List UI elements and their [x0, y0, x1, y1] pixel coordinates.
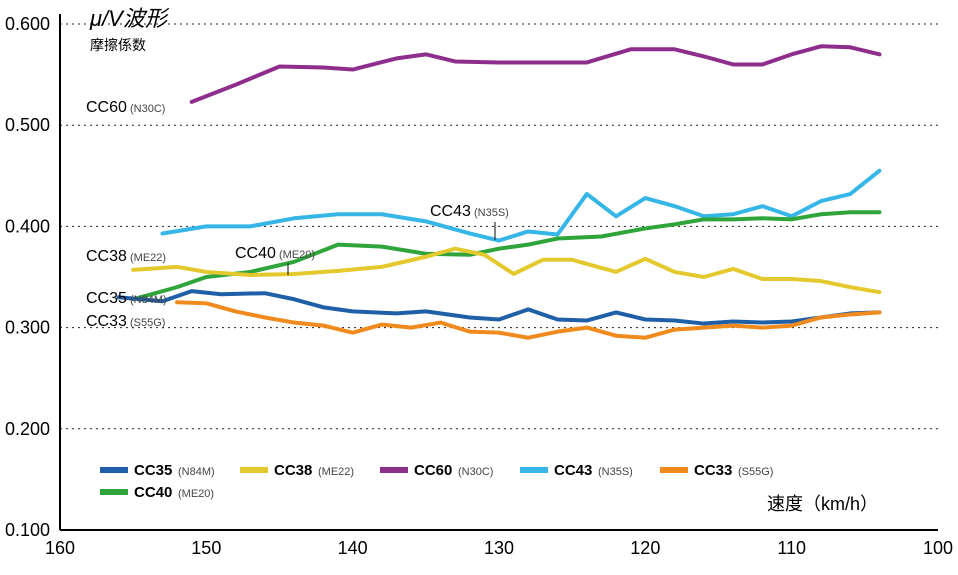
- series-label-CC33: CC33(S55G): [86, 313, 165, 330]
- legend-item-CC43: CC43 (N35S): [520, 462, 633, 479]
- svg-text:(ME22): (ME22): [130, 252, 166, 264]
- y-tick-label: 0.400: [5, 216, 50, 236]
- svg-text:(ME20): (ME20): [279, 249, 315, 261]
- svg-text:CC38: CC38: [274, 462, 312, 479]
- svg-text:CC33: CC33: [86, 313, 127, 330]
- svg-text:CC43: CC43: [554, 462, 592, 479]
- x-tick-label: 100: [923, 538, 953, 558]
- chart-title: μ/V波形: [89, 6, 170, 31]
- legend-item-CC38: CC38 (ME22): [240, 462, 354, 479]
- x-tick-label: 120: [630, 538, 660, 558]
- svg-text:(S55G): (S55G): [130, 317, 165, 329]
- chart-subtitle: 摩擦係数: [90, 37, 146, 53]
- svg-text:CC43: CC43: [430, 203, 471, 220]
- legend-item-CC35: CC35 (N84M): [100, 462, 215, 479]
- x-tick-label: 160: [45, 538, 75, 558]
- x-tick-label: 150: [191, 538, 221, 558]
- y-tick-label: 0.200: [5, 419, 50, 439]
- series-CC43: [162, 171, 879, 241]
- svg-text:(ME22): (ME22): [318, 466, 354, 478]
- svg-text:(N30C): (N30C): [130, 103, 165, 115]
- svg-text:CC38: CC38: [86, 248, 127, 265]
- series-CC35: [119, 291, 880, 323]
- x-tick-label: 110: [777, 538, 806, 558]
- svg-text:CC35: CC35: [86, 290, 127, 307]
- svg-text:(N30C): (N30C): [458, 466, 493, 478]
- legend-item-CC40: CC40 (ME20): [100, 484, 214, 501]
- svg-text:CC60: CC60: [414, 462, 452, 479]
- svg-text:(S55G): (S55G): [738, 466, 773, 478]
- x-axis-label: 速度（km/h）: [767, 494, 878, 514]
- svg-text:CC40: CC40: [134, 484, 172, 501]
- chart-container: 0.100 0.200 0.300 0.400 0.500 0.600 160 150 140 1…: [0, 0, 958, 575]
- svg-text:(ME20): (ME20): [178, 488, 214, 500]
- y-tick-label: 0.300: [5, 318, 50, 338]
- legend-item-CC33: CC33 (S55G): [660, 462, 773, 479]
- line-chart: 0.100 0.200 0.300 0.400 0.500 0.600 160 150 140 1…: [0, 0, 958, 575]
- y-tick-label: 0.500: [5, 115, 50, 135]
- svg-text:CC33: CC33: [694, 462, 732, 479]
- series-CC60: [192, 46, 880, 102]
- svg-text:(N84M): (N84M): [178, 466, 215, 478]
- svg-text:CC40: CC40: [235, 245, 276, 262]
- svg-text:(N35S): (N35S): [598, 466, 633, 478]
- y-tick-label: 0.600: [5, 14, 50, 34]
- series-label-CC38: CC38(ME22): [86, 248, 166, 265]
- y-tick-label: 0.100: [5, 520, 50, 540]
- svg-text:(N84M): (N84M): [130, 294, 167, 306]
- svg-text:CC60: CC60: [86, 99, 127, 116]
- x-tick-label: 140: [338, 538, 368, 558]
- x-tick-label: 130: [484, 538, 514, 558]
- svg-text:CC35: CC35: [134, 462, 172, 479]
- legend-item-CC60: CC60 (N30C): [380, 462, 493, 479]
- series-label-CC60: CC60(N30C): [86, 99, 165, 116]
- svg-text:(N35S): (N35S): [474, 207, 509, 219]
